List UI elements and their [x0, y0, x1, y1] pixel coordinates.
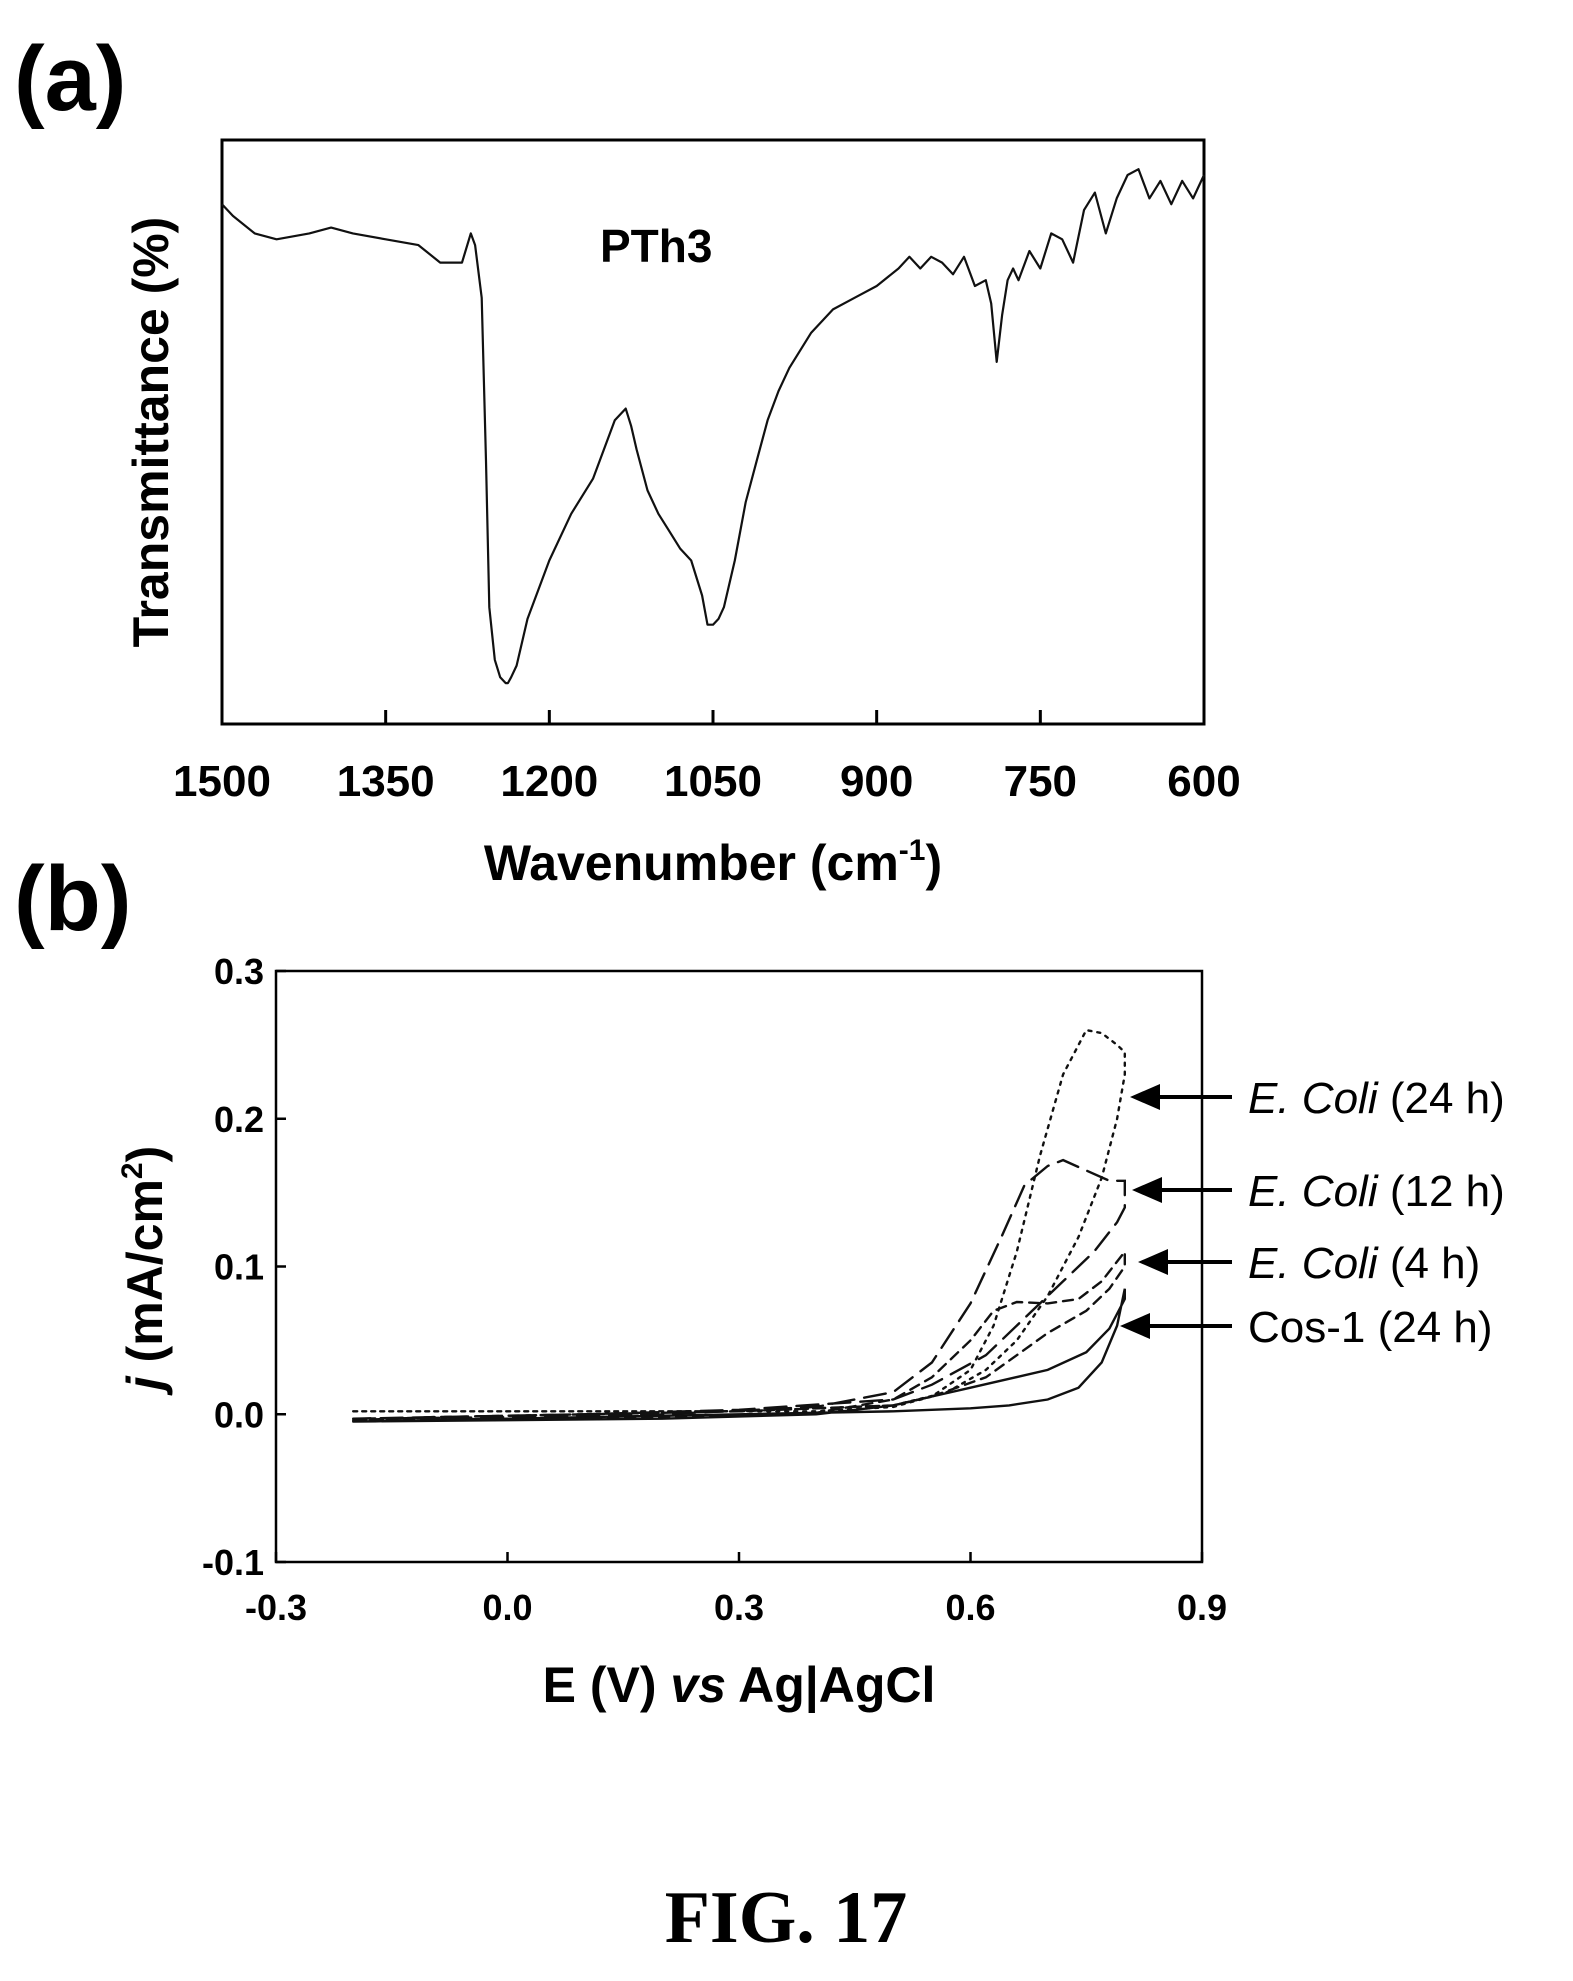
panel-b-legend-arrow-head: [1132, 1177, 1162, 1203]
panel-b-xtick-label: 0.9: [1177, 1587, 1227, 1628]
panel-b-frame: [274, 969, 1204, 1564]
panel-a-xlabel-close: ): [925, 835, 942, 891]
panel-a-ticks: 1500 1350 1200 1050 900 750 600: [173, 710, 1241, 806]
panel-b-plot: -0.3 0.0 0.3 0.6 0.9 0.3 0.2 0.1 0.0 -0.1: [202, 951, 1227, 1628]
panel-a-xlabel-main: Wavenumber (cm: [484, 835, 899, 891]
panel-a-xtick-label: 750: [1004, 757, 1077, 806]
figure-caption: FIG. 17: [665, 1877, 908, 1959]
panel-b-ylabel-j: j: [117, 1375, 173, 1396]
panel-a-annotation: PTh3: [600, 220, 712, 272]
panel-a-xlabel-sup: -1: [899, 834, 926, 867]
panel-a-series-line: [221, 168, 1205, 685]
panel-b-legend-label: E. Coli (4 h): [1248, 1239, 1480, 1288]
panel-b-series: [352, 1028, 1126, 1423]
panel-a-ylabel: Transmittance (%): [123, 217, 179, 648]
panel-b-legend-label-italic: E. Coli: [1248, 1239, 1379, 1288]
panel-a-xlabel: Wavenumber (cm-1): [484, 834, 942, 891]
panel-a-xtick-label: 1500: [173, 757, 271, 806]
panel-b-ylabel-main: (mA/cm: [117, 1179, 173, 1376]
panel-a-frame: [220, 138, 1206, 726]
panel-b-ylabel-close: ): [117, 1146, 173, 1163]
panel-b-legend-label: E. Coli (12 h): [1248, 1167, 1505, 1216]
panel-b-legend: Cos-1 (24 h)E. Coli (4 h)E. Coli (12 h)E…: [1120, 1074, 1505, 1352]
panel-b-ytick-label: 0.3: [214, 951, 264, 992]
panel-b-legend-label-rest: (12 h): [1378, 1167, 1505, 1216]
panel-b-series-line: [352, 1288, 1126, 1423]
panel-b-xlabel-end: Ag|AgCl: [726, 1657, 935, 1714]
panel-b-ytick-label: -0.1: [202, 1542, 264, 1583]
panel-b-ylabel: j (mA/cm2): [116, 1146, 173, 1397]
panel-b-legend-label-rest: (4 h): [1378, 1239, 1481, 1288]
panel-a-xtick-label: 1050: [664, 757, 762, 806]
panel-b-xlabel-main: E (V): [543, 1657, 671, 1713]
panel-b-xlabel: E (V) vs Ag|AgCl: [543, 1657, 936, 1714]
panel-b-xtick-label: 0.0: [482, 1587, 532, 1628]
panel-b-ticks: -0.3 0.0 0.3 0.6 0.9 0.3 0.2 0.1 0.0 -0.1: [202, 951, 1227, 1628]
panel-a-xtick-label: 600: [1167, 757, 1240, 806]
panel-b-legend-arrow-head: [1138, 1249, 1168, 1275]
panel-b-legend-label-italic: E. Coli: [1248, 1167, 1379, 1216]
panel-b-legend-label: E. Coli (24 h): [1248, 1074, 1505, 1123]
panel-b-legend-label: Cos-1 (24 h): [1248, 1303, 1493, 1352]
panel-b-xtick-label: 0.3: [714, 1587, 764, 1628]
panel-a-xtick-label: 1200: [500, 757, 598, 806]
panel-b-xtick-label: -0.3: [245, 1587, 307, 1628]
panel-a-label: (a): [14, 28, 126, 130]
panel-b-series-line: [352, 1158, 1126, 1420]
panel-a-plot: 1500 1350 1200 1050 900 750 600 PTh3: [173, 138, 1241, 806]
panel-b-ytick-label: 0.0: [214, 1394, 264, 1435]
panel-b-ytick-label: 0.2: [214, 1099, 264, 1140]
panel-a-xtick-label: 1350: [337, 757, 435, 806]
panel-b-legend-arrow-head: [1130, 1084, 1160, 1110]
panel-b-xlabel-vs: vs: [670, 1657, 726, 1713]
panel-b-legend-label-italic: E. Coli: [1248, 1074, 1379, 1123]
panel-b-legend-arrow-head: [1120, 1313, 1150, 1339]
panel-b-legend-label-rest: Cos-1 (24 h): [1248, 1303, 1493, 1352]
panel-b-xtick-label: 0.6: [945, 1587, 995, 1628]
panel-a-xtick-label: 900: [840, 757, 913, 806]
panel-b-ylabel-sup: 2: [116, 1162, 149, 1179]
panel-b-series-line: [352, 1028, 1126, 1413]
panel-b-ytick-label: 0.1: [214, 1247, 264, 1288]
panel-b-label: (b): [14, 848, 131, 950]
panel-b-legend-label-rest: (24 h): [1378, 1074, 1505, 1123]
